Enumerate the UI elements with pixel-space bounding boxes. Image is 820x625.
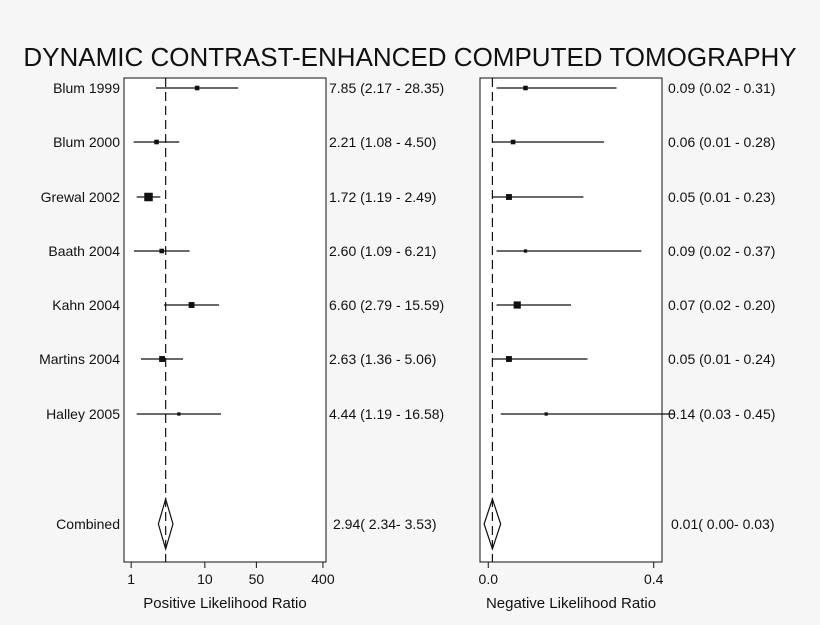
positive-point-estimate: [188, 302, 195, 308]
positive-estimate-label: 7.85 (2.17 - 28.35): [329, 80, 444, 96]
negative-point-estimate: [513, 301, 521, 309]
positive-estimate-label: 1.72 (1.19 - 2.49): [329, 189, 436, 205]
negative-tick-label: 0.0: [479, 571, 499, 587]
positive-estimate-label: 2.63 (1.36 - 5.06): [329, 351, 436, 367]
positive-estimate-label: 6.60 (2.79 - 15.59): [329, 297, 444, 313]
positive-panel: 7.85 (2.17 - 28.35) 2.21 (1.08 - 4.50) 1.7…: [123, 77, 444, 587]
positive-combined-label: 2.94( 2.34- 3.53): [333, 516, 437, 532]
negative-x-axis-label: Negative Likelihood Ratio: [486, 595, 656, 612]
study-label: Blum 2000: [53, 134, 120, 150]
positive-panel-frame: [123, 77, 327, 563]
negative-estimate-label: 0.09 (0.02 - 0.37): [668, 243, 775, 259]
positive-point-estimate: [154, 139, 159, 145]
negative-tick-label: 0.4: [644, 571, 664, 587]
negative-point-estimate: [506, 356, 512, 362]
positive-point-estimate: [159, 248, 165, 254]
negative-combined-diamond: [483, 497, 502, 551]
negative-point-estimate: [544, 412, 548, 416]
negative-point-estimate: [523, 85, 528, 91]
negative-point-estimate: [506, 194, 512, 200]
study-label: Kahn 2004: [52, 297, 120, 313]
negative-point-estimate: [523, 249, 528, 253]
negative-estimate-label: 0.07 (0.02 - 0.20): [668, 297, 775, 313]
positive-point-estimate: [159, 356, 166, 362]
positive-estimate-label: 4.44 (1.19 - 16.58): [329, 406, 444, 422]
positive-x-axis-label: Positive Likelihood Ratio: [143, 595, 306, 612]
positive-tick-label: 400: [311, 571, 335, 587]
negative-estimate-label: 0.05 (0.01 - 0.24): [668, 351, 775, 367]
study-label: Halley 2005: [46, 406, 120, 422]
positive-tick-label: 10: [197, 571, 213, 587]
study-label: Blum 1999: [53, 80, 120, 96]
study-label: Baath 2004: [48, 243, 120, 259]
study-label: Grewal 2002: [41, 189, 121, 205]
positive-estimate-label: 2.21 (1.08 - 4.50): [329, 134, 436, 150]
study-label: Martins 2004: [39, 351, 120, 367]
positive-point-estimate: [144, 192, 153, 202]
positive-tick-label: 1: [127, 571, 135, 587]
positive-point-estimate: [177, 412, 181, 416]
positive-tick-label: 50: [249, 571, 265, 587]
negative-panel-frame: [479, 77, 663, 563]
negative-estimate-label: 0.06 (0.01 - 0.28): [668, 134, 775, 150]
negative-estimate-label: 0.14 (0.03 - 0.45): [668, 406, 775, 422]
negative-point-estimate: [510, 139, 516, 145]
positive-combined-diamond: [157, 496, 174, 552]
negative-panel: 0.09 (0.02 - 0.31) 0.06 (0.01 - 0.28) 0.05…: [479, 77, 775, 587]
combined-label: Combined: [56, 516, 120, 532]
chart-title: DYNAMIC CONTRAST-ENHANCED COMPUTED TOMOG…: [23, 42, 796, 72]
negative-estimate-label: 0.05 (0.01 - 0.23): [668, 189, 775, 205]
negative-combined-label: 0.01( 0.00- 0.03): [671, 516, 775, 532]
positive-estimate-label: 2.60 (1.09 - 6.21): [329, 243, 436, 259]
positive-point-estimate: [194, 85, 200, 91]
negative-estimate-label: 0.09 (0.02 - 0.31): [668, 80, 775, 96]
